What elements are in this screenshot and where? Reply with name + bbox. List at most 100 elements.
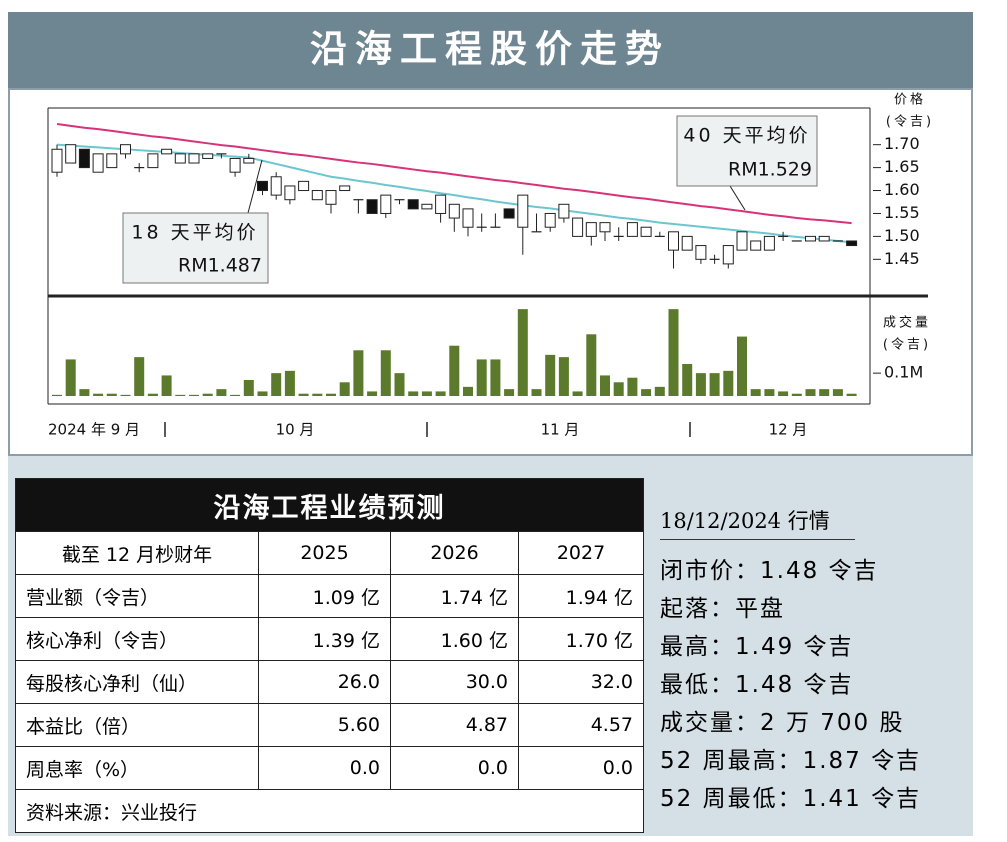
volume-bar — [668, 309, 679, 396]
y-tick-label: 1.50 — [884, 226, 920, 245]
volume-bar — [613, 382, 624, 396]
chart-title: 沿海工程股价走势 — [310, 28, 670, 71]
volume-bar — [805, 389, 816, 396]
y-axis-label: (令吉) — [886, 115, 934, 130]
volume-bar — [435, 391, 446, 396]
candle-body — [311, 190, 323, 201]
candle-body — [421, 203, 433, 210]
volume-bar — [558, 357, 569, 396]
volume-bar — [695, 373, 706, 396]
y2-axis-label: (令吉) — [883, 338, 931, 353]
candle-body — [202, 153, 214, 159]
candle-body — [92, 153, 104, 173]
volume-bar — [79, 389, 90, 396]
stats-line: 成交量：2 万 700 股 — [660, 710, 905, 736]
volume-bar — [380, 350, 391, 396]
volume-bar — [832, 389, 843, 396]
volume-bar — [504, 389, 515, 396]
candle-body — [626, 222, 638, 237]
table-cell: 26.0 — [258, 660, 391, 704]
x-tick-label: 12 月 — [769, 421, 808, 439]
candle-body — [736, 231, 748, 251]
volume-bar — [750, 389, 761, 396]
volume-bar — [600, 375, 610, 396]
candle-body — [846, 240, 858, 247]
candle-body — [722, 245, 734, 265]
x-tick-label: 10 月 — [276, 421, 315, 439]
volume-bar — [271, 373, 282, 396]
volume-bar — [202, 393, 213, 396]
volume-bar — [106, 393, 117, 396]
callout-name: 40 天平均价 — [683, 125, 810, 147]
volume-bar — [353, 350, 364, 396]
volume-bar — [737, 336, 747, 396]
volume-bar — [367, 391, 378, 396]
candle-body — [243, 157, 255, 164]
volume-bar — [531, 389, 542, 396]
volume-bar — [682, 364, 693, 396]
volume-bar — [339, 382, 350, 396]
table-row: 本益比（倍） 5.60 4.87 4.57 — [15, 703, 644, 747]
callout-value: RM1.487 — [178, 255, 262, 277]
table-row: 每股核心净利（仙） 26.0 30.0 32.0 — [15, 660, 644, 704]
candle-body — [599, 222, 611, 233]
volume-bar — [230, 394, 241, 396]
candle-body — [695, 245, 707, 260]
table-cell: 0.0 — [390, 746, 519, 790]
moving-average-line — [56, 123, 852, 225]
candle-body — [668, 231, 679, 251]
table-row: 核心净利（令吉） 1.39 亿 1.60 亿 1.70 亿 — [15, 617, 644, 661]
y2-tick-label: 0.1M — [884, 363, 923, 382]
stats-line: 52 周最低：1.41 令吉 — [660, 786, 922, 812]
candle-body — [161, 148, 173, 155]
candle-body — [174, 153, 186, 164]
candle-body — [366, 199, 378, 214]
volume-bar — [394, 373, 405, 396]
table-row: 营业额（令吉） 1.09 亿 1.74 亿 1.94 亿 — [15, 574, 644, 618]
y-tick-label: 1.45 — [884, 249, 920, 268]
candle-body — [284, 185, 296, 201]
volume-bar — [408, 391, 419, 396]
volume-bar — [764, 389, 775, 396]
row-label: 周息率（%） — [15, 746, 259, 790]
table-cell: 4.57 — [518, 703, 644, 747]
volume-bar — [476, 359, 487, 396]
y-axis-label: 价格 — [894, 92, 926, 108]
stats-line: 52 周最高：1.87 令吉 — [660, 748, 922, 774]
candle-body — [407, 199, 419, 210]
volume-bar — [326, 393, 336, 396]
volume-bar — [421, 391, 432, 396]
y-tick-label: 1.55 — [884, 203, 920, 222]
row-label: 营业额（令吉） — [15, 574, 259, 618]
stats-box: 18/12/2024 行情 闭市价：1.48 令吉 起落：平盘 最高：1.49 令吉… — [660, 505, 980, 818]
table-cell: 32.0 — [518, 660, 644, 704]
volume-bar — [819, 389, 830, 396]
table-cell: 1.09 亿 — [258, 574, 391, 618]
table-cell: 4.87 — [390, 703, 519, 747]
candle-body — [572, 217, 584, 237]
volume-bar — [778, 391, 789, 396]
table-cell: 0.0 — [258, 746, 391, 790]
column-header: 2027 — [518, 531, 644, 575]
candle-body — [257, 180, 268, 192]
table-cell: 1.60 亿 — [390, 617, 519, 661]
callout-box — [122, 212, 269, 284]
table-cell: 30.0 — [390, 660, 519, 704]
title-bar — [8, 12, 973, 89]
callout-value: RM1.529 — [728, 159, 812, 181]
candle-body — [339, 185, 351, 192]
volume-bar — [147, 393, 158, 396]
row-label: 每股核心净利（仙） — [15, 660, 259, 704]
volume-bar — [243, 380, 254, 396]
table-header: 截至 12 月杪财年 2025 2026 2027 — [15, 531, 644, 575]
volume-bar — [791, 393, 802, 396]
volume-bar — [134, 357, 145, 396]
candle-body — [298, 180, 310, 192]
table-source: 资料来源：兴业投行 — [15, 789, 644, 833]
volume-bar — [641, 389, 652, 396]
column-header: 截至 12 月杪财年 — [15, 531, 259, 575]
volume-bar — [517, 309, 528, 396]
table-cell: 0.0 — [518, 746, 644, 790]
candle-body — [503, 208, 515, 219]
volume-bar — [120, 394, 131, 396]
